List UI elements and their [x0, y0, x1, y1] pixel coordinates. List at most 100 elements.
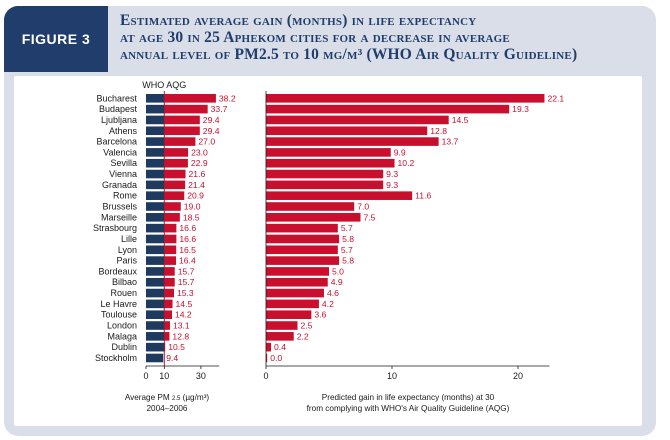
- pm-value-label: 10.5: [168, 342, 185, 352]
- pm-value-label: 9.4: [166, 353, 178, 363]
- pm-base-bar: [146, 277, 165, 287]
- left-x-axis-subtitle: 2004–2006: [147, 404, 188, 413]
- pm-excess-bar: [164, 104, 208, 114]
- left-x-tick-label: 10: [159, 371, 169, 381]
- pm-excess-bar: [164, 202, 181, 211]
- gain-value-label: 4.2: [322, 299, 334, 309]
- pm-value-label: 16.6: [179, 223, 196, 233]
- pm-base-bar: [146, 288, 165, 298]
- category-label: Paris: [116, 256, 137, 266]
- pm-base-bar: [146, 115, 165, 125]
- pm-excess-bar: [164, 332, 170, 341]
- pm-excess-bar: [164, 115, 200, 125]
- pm-base-bar: [146, 310, 165, 319]
- pm-value-label: 29.4: [203, 115, 220, 125]
- pm-value-label: 16.6: [179, 234, 196, 244]
- category-label: Bordeaux: [98, 266, 137, 276]
- gain-bar: [266, 277, 328, 287]
- gain-value-label: 4.9: [331, 277, 343, 287]
- category-label: Vienna: [109, 169, 137, 179]
- category-label: Budapest: [99, 104, 138, 114]
- gain-value-label: 11.6: [415, 191, 431, 201]
- pm-base-bar: [146, 299, 165, 309]
- gain-bar: [266, 245, 338, 255]
- pm-excess-bar: [164, 213, 180, 222]
- gain-bar: [266, 94, 545, 103]
- gain-bar: [266, 148, 391, 157]
- gain-bar: [266, 332, 294, 341]
- pm-value-label: 13.1: [173, 321, 190, 331]
- category-label: Strasbourg: [93, 223, 137, 233]
- pm-base-bar: [146, 180, 165, 190]
- pm-excess-bar: [164, 234, 177, 244]
- pm-excess-bar: [164, 94, 216, 103]
- pm-base-bar: [146, 191, 165, 200]
- gain-value-label: 3.6: [314, 310, 326, 320]
- right-x-tick-label: 10: [387, 371, 397, 381]
- pm-value-label: 29.4: [203, 126, 220, 136]
- right-x-tick-label: 20: [513, 371, 523, 381]
- pm-excess-bar: [164, 169, 186, 179]
- pm-base-bar: [146, 256, 165, 265]
- pm-value-label: 20.9: [187, 191, 204, 201]
- pm-value-label: 19.0: [184, 202, 201, 212]
- pm-base-bar: [146, 202, 165, 211]
- gain-value-label: 5.7: [341, 223, 353, 233]
- gain-bar: [266, 191, 413, 200]
- chart-title-line-3: annual level of PM2.5 to 10 µg/m³ (WHO A…: [120, 46, 578, 63]
- gain-value-label: 7.0: [357, 202, 369, 212]
- pm-excess-bar: [164, 223, 177, 233]
- gain-bar: [266, 104, 510, 114]
- gain-value-label: 5.0: [332, 266, 344, 276]
- gain-value-label: 2.2: [297, 331, 309, 341]
- pm-base-bar: [146, 126, 165, 136]
- pm-value-label: 15.7: [178, 277, 195, 287]
- gain-value-label: 0.4: [274, 342, 286, 352]
- pm-excess-bar: [164, 288, 174, 298]
- gain-bar: [266, 234, 340, 244]
- gain-value-label: 9.3: [386, 180, 398, 190]
- gain-bar: [266, 288, 324, 298]
- pm-excess-bar: [164, 277, 175, 287]
- gain-bar: [266, 213, 361, 222]
- gain-bar: [266, 180, 384, 190]
- pm-base-bar: [146, 148, 165, 157]
- figure-label: FIGURE 3: [4, 6, 108, 72]
- chart-title-line-2: at age 30 in 25 Aphekom cities for a dec…: [120, 29, 510, 46]
- pm-excess-bar: [164, 256, 177, 265]
- pm-value-label: 15.3: [177, 288, 194, 298]
- pm-base-bar: [146, 267, 165, 276]
- gain-value-label: 13.7: [442, 137, 459, 147]
- right-x-tick-label: 0: [263, 371, 268, 381]
- category-label: Rome: [113, 191, 137, 201]
- category-label: Sevilla: [110, 158, 137, 168]
- category-label: Toulouse: [101, 310, 137, 320]
- pm-value-label: 23.0: [191, 147, 208, 157]
- gain-value-label: 22.1: [547, 93, 564, 103]
- pm-value-label: 21.4: [188, 180, 205, 190]
- pm-excess-bar: [164, 148, 189, 157]
- right-x-axis-subtitle: from complying with WHO's Air Quality Gu…: [307, 404, 510, 413]
- pm-value-label: 14.2: [175, 310, 192, 320]
- chart-title-line-1: Estimated average gain (months) in life …: [120, 12, 477, 29]
- pm-value-label: 16.5: [179, 245, 196, 255]
- pm-base-bar: [146, 321, 165, 330]
- pm-excess-bar: [164, 137, 196, 146]
- left-x-tick-label: 30: [196, 371, 206, 381]
- pm-excess-bar: [164, 299, 173, 309]
- pm-base-bar: [146, 353, 164, 363]
- gain-bar: [266, 169, 384, 179]
- pm-base-bar: [146, 104, 165, 114]
- gain-bar: [266, 115, 449, 125]
- category-label: Ljubljana: [101, 115, 137, 125]
- pm-value-label: 16.4: [179, 256, 196, 266]
- pm-value-label: 22.9: [191, 158, 208, 168]
- gain-value-label: 0.0: [270, 353, 282, 363]
- gain-bar: [266, 353, 268, 363]
- category-label: Granada: [102, 180, 137, 190]
- pm-excess-bar: [164, 267, 175, 276]
- category-label: Barcelona: [96, 137, 137, 147]
- pm-excess-bar: [164, 342, 166, 352]
- category-label: Malaga: [107, 331, 137, 341]
